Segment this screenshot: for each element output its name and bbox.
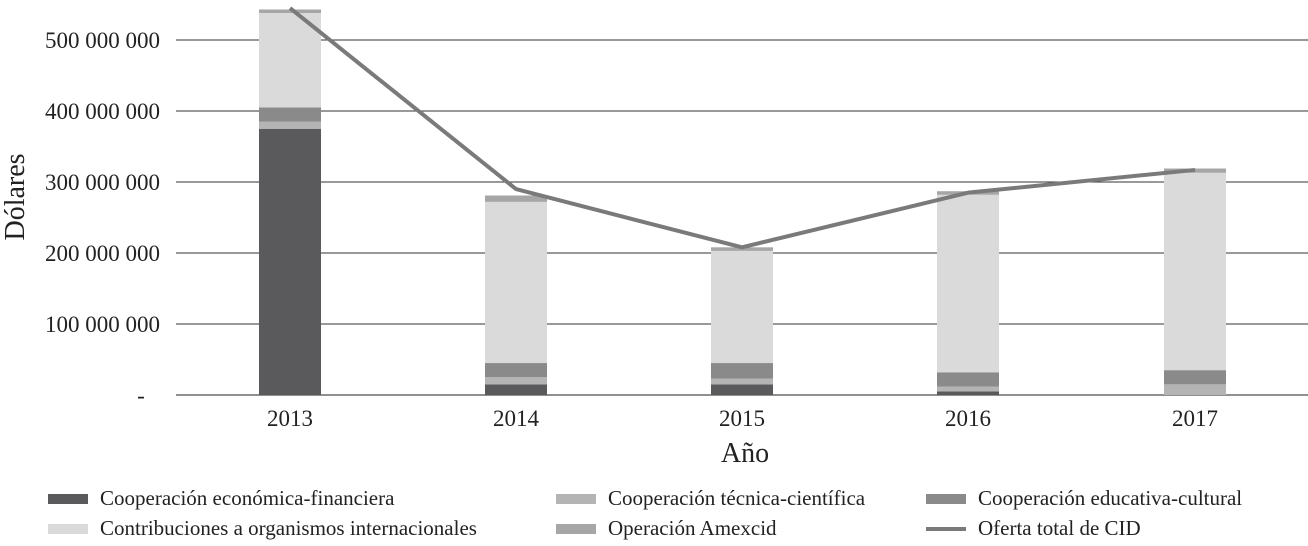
y-tick-label: 400 000 000 <box>45 99 160 124</box>
bar-segment <box>259 128 321 395</box>
legend-swatch <box>48 493 88 504</box>
bar-segment <box>1164 172 1226 371</box>
legend-swatch <box>926 493 966 504</box>
legend-label: Cooperación económica-financiera <box>100 486 395 510</box>
legend-item-economica-financiera: Cooperación económica-financiera <box>48 486 394 511</box>
y-tick-label: 100 000 000 <box>45 312 160 337</box>
bar-segment <box>259 107 321 122</box>
legend-label: Oferta total de CID <box>978 516 1141 540</box>
x-tick-label: 2014 <box>493 406 540 431</box>
legend-swatch <box>556 493 596 504</box>
legend-item-educativa-cultural: Cooperación educativa-cultural <box>926 486 1242 511</box>
bar-segment <box>485 363 547 378</box>
x-axis-title: Año <box>721 438 769 469</box>
x-tick-label: 2016 <box>945 406 991 431</box>
y-tick-label: - <box>137 383 145 408</box>
y-tick-label: 200 000 000 <box>45 241 160 266</box>
legend-swatch <box>48 523 88 534</box>
legend-item-tecnica-cientifica: Cooperación técnica-científica <box>556 486 865 511</box>
bar-segment <box>1164 384 1226 395</box>
y-tick-label: 300 000 000 <box>45 170 160 195</box>
bar-segment <box>711 378 773 385</box>
x-axis-ticks: 2013 2014 2015 2016 2017 <box>267 406 1218 431</box>
bar-segment <box>937 194 999 373</box>
bars <box>259 9 1226 395</box>
legend-swatch <box>556 523 596 534</box>
legend-item-contribuciones: Contribuciones a organismos internaciona… <box>48 516 477 541</box>
x-tick-label: 2013 <box>267 406 313 431</box>
x-tick-label: 2017 <box>1172 406 1218 431</box>
bar-segment <box>937 372 999 387</box>
legend-label: Cooperación técnica-científica <box>608 486 866 510</box>
total-line <box>288 6 1196 250</box>
bar-segment <box>485 195 547 202</box>
bar-segment <box>711 363 773 379</box>
y-tick-label: 500 000 000 <box>45 28 160 53</box>
bar-segment <box>937 391 999 395</box>
bar-segment <box>485 377 547 385</box>
x-tick-label: 2015 <box>719 406 765 431</box>
bar-segment <box>485 384 547 395</box>
bar-segment <box>259 121 321 129</box>
bar-segment <box>711 384 773 395</box>
legend-item-operacion-amexcid: Operación Amexcid <box>556 516 777 541</box>
bar-segment <box>1164 370 1226 385</box>
legend-label: Operación Amexcid <box>608 516 777 540</box>
legend-item-oferta-total: Oferta total de CID <box>926 516 1141 541</box>
legend-label: Contribuciones a organismos internaciona… <box>100 516 477 540</box>
legend-swatch-line <box>926 526 966 531</box>
bar-segment <box>259 9 321 14</box>
bar-segment <box>711 250 773 364</box>
bar-segment <box>937 386 999 392</box>
total-line-series <box>288 6 1196 250</box>
legend-label: Cooperación educativa-cultural <box>978 486 1243 510</box>
y-axis-ticks: - 100 000 000 200 000 000 300 000 000 400 00… <box>45 28 160 408</box>
bar-segment <box>259 13 321 108</box>
y-axis-title: Dólares <box>0 153 31 240</box>
bar-segment <box>485 201 547 364</box>
